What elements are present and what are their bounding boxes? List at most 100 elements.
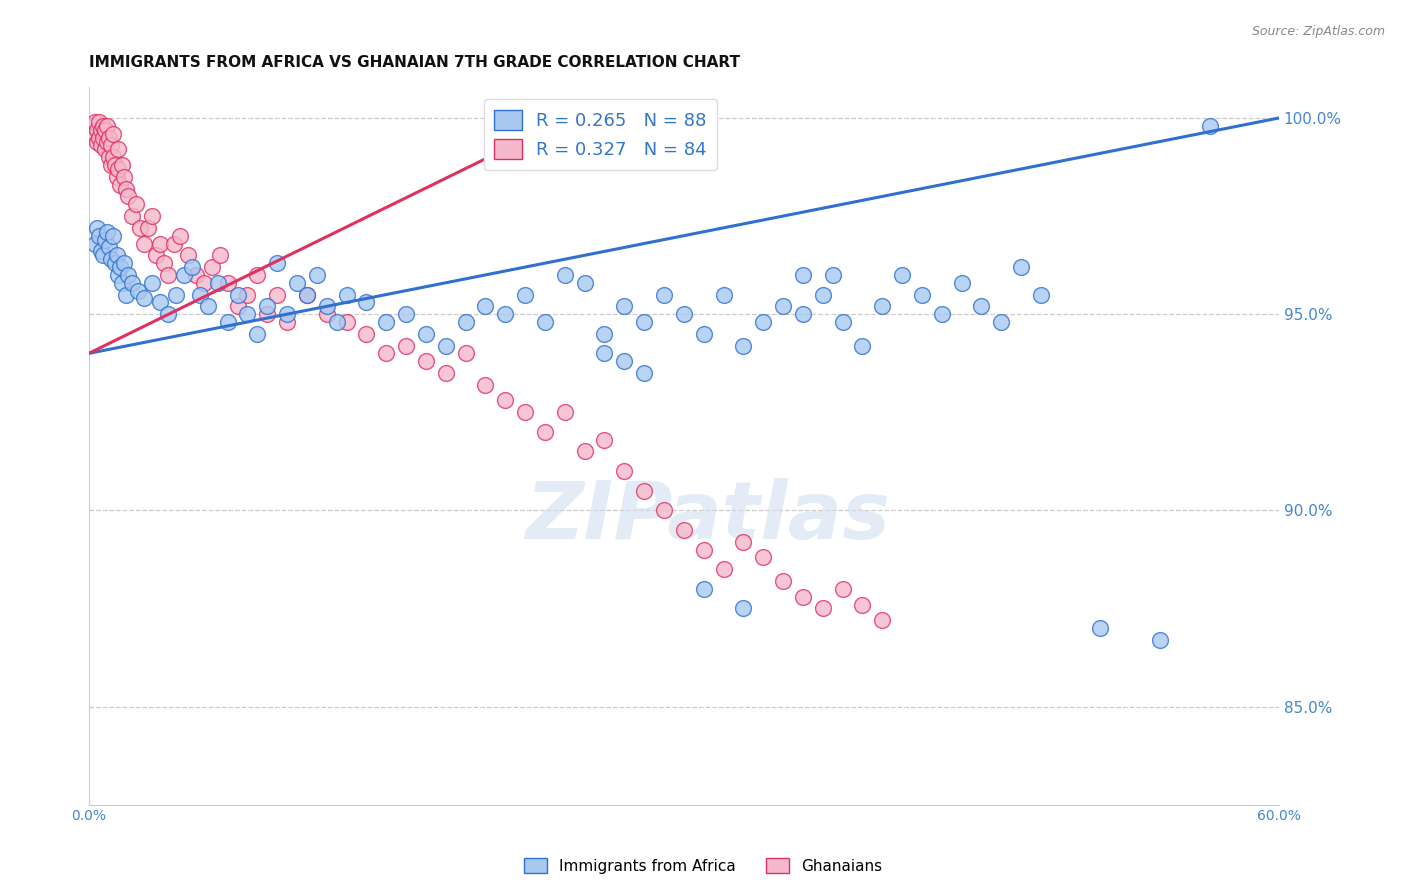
Point <box>474 377 496 392</box>
Point <box>93 142 115 156</box>
Point <box>554 405 576 419</box>
Point <box>236 287 259 301</box>
Point <box>672 307 695 321</box>
Point <box>593 433 616 447</box>
Point <box>145 248 167 262</box>
Point <box>83 236 105 251</box>
Point <box>454 315 477 329</box>
Point <box>851 338 873 352</box>
Point <box>356 295 378 310</box>
Point <box>236 307 259 321</box>
Point <box>111 276 134 290</box>
Point <box>110 260 132 274</box>
Point <box>86 220 108 235</box>
Point <box>125 197 148 211</box>
Point <box>207 276 229 290</box>
Point <box>950 276 973 290</box>
Point <box>652 287 675 301</box>
Legend: R = 0.265   N = 88, R = 0.327   N = 84: R = 0.265 N = 88, R = 0.327 N = 84 <box>484 99 717 169</box>
Point <box>169 228 191 243</box>
Point <box>792 268 814 282</box>
Legend: Immigrants from Africa, Ghanaians: Immigrants from Africa, Ghanaians <box>517 852 889 880</box>
Point <box>149 236 172 251</box>
Point <box>173 268 195 282</box>
Point <box>201 260 224 274</box>
Point <box>792 307 814 321</box>
Point <box>1090 621 1112 635</box>
Point <box>870 613 893 627</box>
Point <box>911 287 934 301</box>
Point <box>752 315 775 329</box>
Point <box>117 268 139 282</box>
Point <box>990 315 1012 329</box>
Point <box>115 181 138 195</box>
Point <box>534 315 557 329</box>
Point <box>184 268 207 282</box>
Point <box>115 287 138 301</box>
Point <box>107 142 129 156</box>
Point <box>395 338 418 352</box>
Point <box>375 346 398 360</box>
Point <box>434 366 457 380</box>
Point <box>157 307 180 321</box>
Point <box>494 307 516 321</box>
Text: ZIPatlas: ZIPatlas <box>524 478 890 557</box>
Point <box>110 178 132 192</box>
Point <box>713 287 735 301</box>
Text: IMMIGRANTS FROM AFRICA VS GHANAIAN 7TH GRADE CORRELATION CHART: IMMIGRANTS FROM AFRICA VS GHANAIAN 7TH G… <box>89 55 740 70</box>
Point <box>101 228 124 243</box>
Point <box>100 138 122 153</box>
Point <box>315 299 337 313</box>
Point <box>91 119 114 133</box>
Point <box>217 276 239 290</box>
Point <box>103 256 125 270</box>
Point <box>107 268 129 282</box>
Point <box>315 307 337 321</box>
Point <box>193 276 215 290</box>
Point <box>336 287 359 301</box>
Point <box>821 268 844 282</box>
Point <box>1198 119 1220 133</box>
Point <box>114 256 136 270</box>
Point <box>90 138 112 153</box>
Point <box>295 287 318 301</box>
Point <box>931 307 953 321</box>
Point <box>395 307 418 321</box>
Point <box>970 299 993 313</box>
Point <box>831 582 853 596</box>
Point <box>197 299 219 313</box>
Point <box>180 260 202 274</box>
Point <box>100 252 122 267</box>
Point <box>733 338 755 352</box>
Point <box>613 299 636 313</box>
Point <box>574 276 596 290</box>
Point <box>891 268 914 282</box>
Point <box>474 299 496 313</box>
Point <box>101 150 124 164</box>
Point <box>93 122 115 136</box>
Point <box>733 534 755 549</box>
Point <box>83 127 105 141</box>
Point <box>129 220 152 235</box>
Point <box>141 209 163 223</box>
Point <box>375 315 398 329</box>
Point <box>103 158 125 172</box>
Point <box>633 315 655 329</box>
Point <box>90 122 112 136</box>
Point <box>208 248 231 262</box>
Point <box>593 346 616 360</box>
Point <box>454 346 477 360</box>
Point <box>86 135 108 149</box>
Point <box>105 169 128 184</box>
Point <box>672 523 695 537</box>
Point <box>554 268 576 282</box>
Point <box>285 276 308 290</box>
Point <box>188 287 211 301</box>
Point <box>692 326 714 341</box>
Point <box>121 276 143 290</box>
Point <box>792 590 814 604</box>
Point <box>434 338 457 352</box>
Point <box>114 169 136 184</box>
Point <box>574 444 596 458</box>
Point <box>692 542 714 557</box>
